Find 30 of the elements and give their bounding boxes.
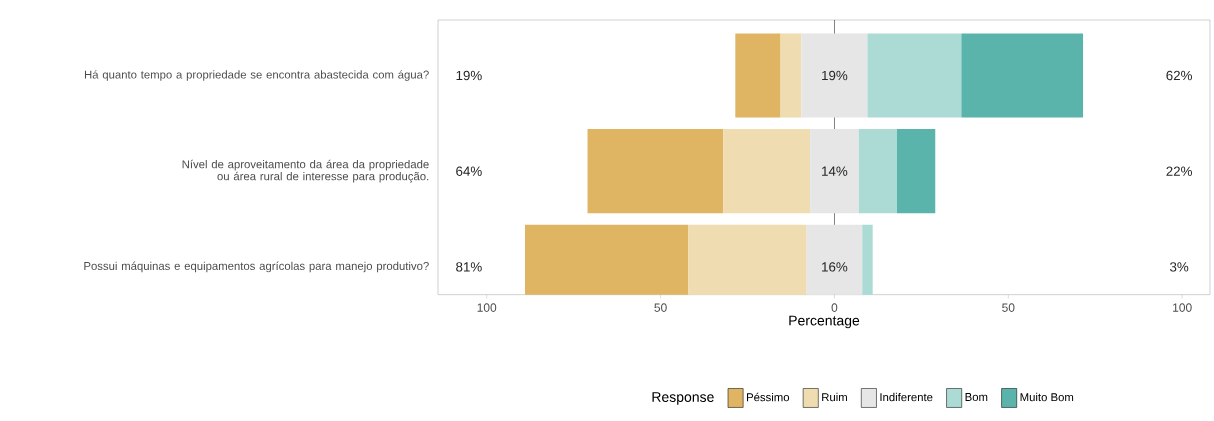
legend-label: Bom bbox=[965, 393, 988, 401]
bar bbox=[961, 33, 1084, 118]
x-tick-label: 50 bbox=[654, 303, 667, 312]
bar bbox=[735, 33, 781, 118]
bar bbox=[867, 33, 962, 118]
annotation: 14% bbox=[822, 166, 848, 176]
annotation: 19% bbox=[456, 70, 482, 81]
x-tick-label: 100 bbox=[477, 303, 497, 312]
annotation: 62% bbox=[1166, 70, 1192, 81]
annotation: 3% bbox=[1169, 262, 1189, 272]
legend-label: Muito Bom bbox=[1020, 392, 1074, 402]
x-axis-title: Percentage bbox=[789, 315, 860, 329]
x-tick-label: 50 bbox=[1002, 303, 1015, 312]
annotation: 16% bbox=[822, 262, 848, 272]
annotation: 22% bbox=[1166, 166, 1192, 176]
legend-label: Péssimo bbox=[747, 392, 790, 402]
bar bbox=[897, 129, 936, 214]
annotation: 19% bbox=[822, 70, 848, 81]
y-tick-label: Há quanto tempo a propriedade se encontra abastecida com água? bbox=[84, 70, 429, 81]
y-tick-label: Possui máquinas e equipamentos agrícolas para manejo produtivo? bbox=[84, 261, 429, 273]
legend-label: Ruim bbox=[822, 392, 847, 402]
legend-label: Indiferente bbox=[880, 392, 933, 402]
annotation: 81% bbox=[456, 262, 482, 272]
x-tick-label: 0 bbox=[831, 303, 838, 312]
annotation: 64% bbox=[456, 166, 482, 176]
bar bbox=[780, 33, 802, 118]
legend-title: Response bbox=[652, 392, 714, 405]
bar bbox=[801, 33, 868, 118]
x-tick-label: 100 bbox=[1173, 303, 1192, 312]
y-tick-label: Nível de aproveitamento da área da propriedade ou área rural de interesse para produção. bbox=[182, 159, 429, 183]
